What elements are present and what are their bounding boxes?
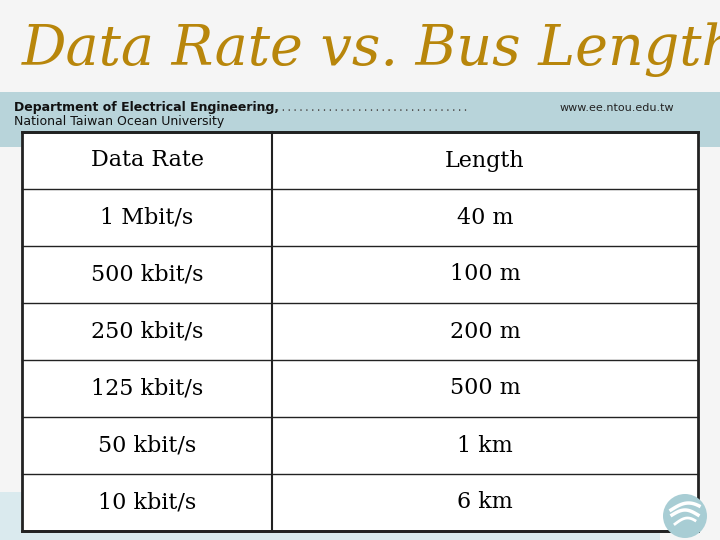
Text: Data Rate: Data Rate (91, 150, 204, 172)
Text: www.ee.ntou.edu.tw: www.ee.ntou.edu.tw (560, 103, 675, 113)
Text: 100 m: 100 m (450, 264, 521, 286)
Text: 200 m: 200 m (450, 321, 521, 342)
Text: 1 km: 1 km (457, 435, 513, 456)
Text: 500 kbit/s: 500 kbit/s (91, 264, 203, 286)
Bar (0, 92, 720, 147)
Circle shape (663, 494, 707, 538)
Text: 1 Mbit/s: 1 Mbit/s (100, 206, 194, 228)
Text: 250 kbit/s: 250 kbit/s (91, 321, 203, 342)
Bar (0, 492, 660, 540)
Bar (22, 132, 698, 531)
Text: 40 m: 40 m (456, 206, 513, 228)
Text: National Taiwan Ocean University: National Taiwan Ocean University (14, 116, 224, 129)
Text: Department of Electrical Engineering,: Department of Electrical Engineering, (14, 102, 279, 114)
Text: 50 kbit/s: 50 kbit/s (98, 435, 196, 456)
Text: Data Rate vs. Bus Length: Data Rate vs. Bus Length (22, 23, 720, 77)
Text: 10 kbit/s: 10 kbit/s (98, 491, 196, 514)
Text: 125 kbit/s: 125 kbit/s (91, 377, 203, 400)
Text: 500 m: 500 m (450, 377, 521, 400)
Text: Length: Length (445, 150, 525, 172)
Text: .............................................: ........................................… (205, 103, 469, 113)
Text: 6 km: 6 km (457, 491, 513, 514)
